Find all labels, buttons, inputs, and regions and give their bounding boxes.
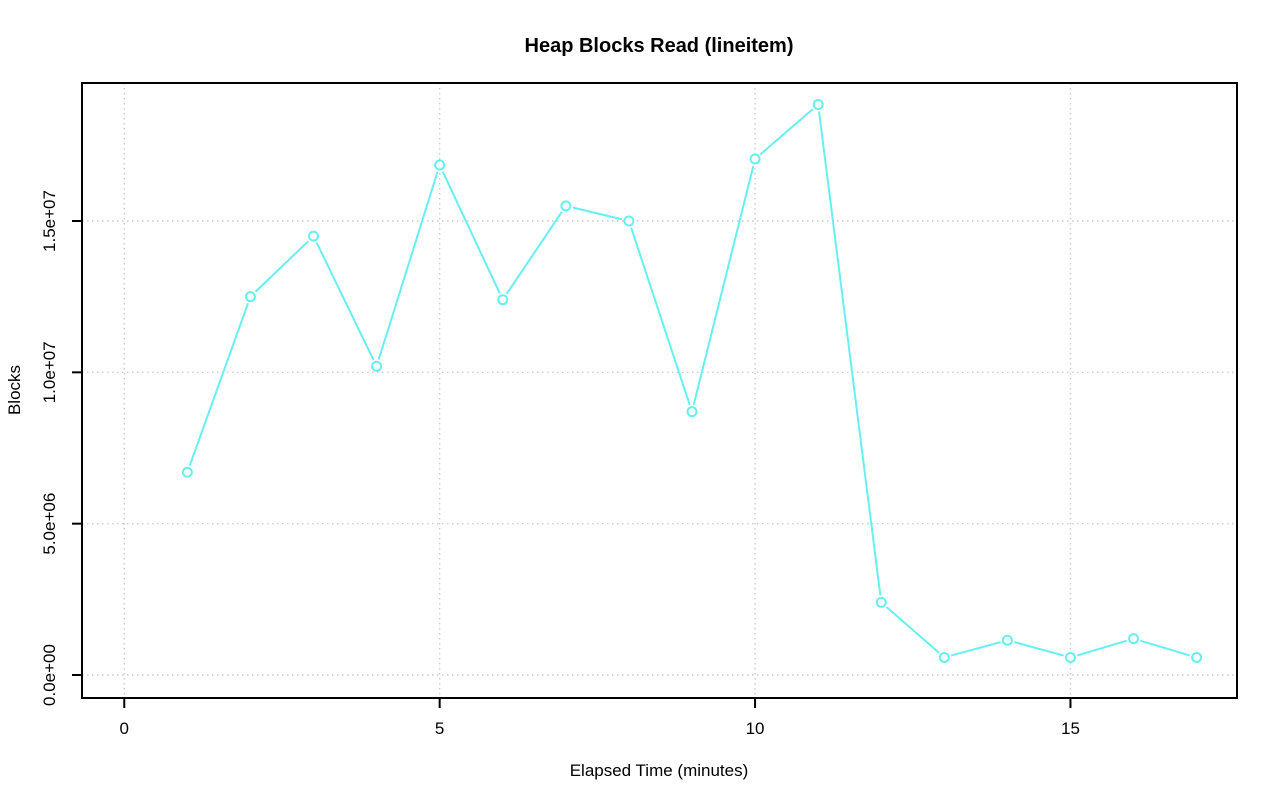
series-segment <box>886 606 940 654</box>
data-point <box>1064 651 1076 663</box>
data-point <box>244 291 256 303</box>
series-segment <box>377 171 439 360</box>
y-axis-label: Blocks <box>5 365 24 415</box>
chart-title: Heap Blocks Read (lineitem) <box>525 35 794 57</box>
grid-layer <box>82 83 1237 698</box>
data-point <box>371 360 383 372</box>
data-point <box>938 651 950 663</box>
series-segment <box>760 108 814 155</box>
data-point <box>1001 634 1013 646</box>
series-segment <box>692 165 755 405</box>
data-point <box>497 294 509 306</box>
y-tick-label: 0.0e+00 <box>40 644 59 706</box>
data-point <box>686 406 698 418</box>
series-segment <box>442 171 501 294</box>
data-point <box>812 98 824 110</box>
series-segment <box>630 227 691 406</box>
series-segment <box>189 303 249 466</box>
y-tick-label: 5.0e+06 <box>40 493 59 555</box>
data-point <box>434 159 446 171</box>
series-segment <box>1140 639 1190 657</box>
series-segment <box>506 211 563 295</box>
data-series <box>181 98 1203 663</box>
plot-border <box>81 82 1238 699</box>
data-point <box>181 466 193 478</box>
series-segment <box>572 206 623 221</box>
series-segment <box>315 242 375 361</box>
x-tick-label: 15 <box>1061 719 1080 738</box>
data-point <box>1128 633 1140 645</box>
data-point <box>1191 651 1203 663</box>
series-segment <box>1014 641 1064 657</box>
axis-layer: 0 5 10 15 0.0e+00 5.0e+06 1.0e+07 1.5e+07 <box>40 190 1080 738</box>
y-tick-label: 1.5e+07 <box>40 190 59 252</box>
y-tick-label: 1.0e+07 <box>40 341 59 403</box>
series-segment <box>1077 639 1127 657</box>
data-point <box>749 153 761 165</box>
x-tick-label: 0 <box>120 719 129 738</box>
x-axis-label: Elapsed Time (minutes) <box>570 761 749 780</box>
data-point <box>560 200 572 212</box>
x-tick-label: 10 <box>746 719 765 738</box>
x-tick-label: 5 <box>435 719 444 738</box>
series-segment <box>951 641 1001 657</box>
data-point <box>308 230 320 242</box>
series-segment <box>255 240 309 293</box>
data-point <box>875 596 887 608</box>
series-segment <box>818 111 882 596</box>
data-point <box>623 215 635 227</box>
